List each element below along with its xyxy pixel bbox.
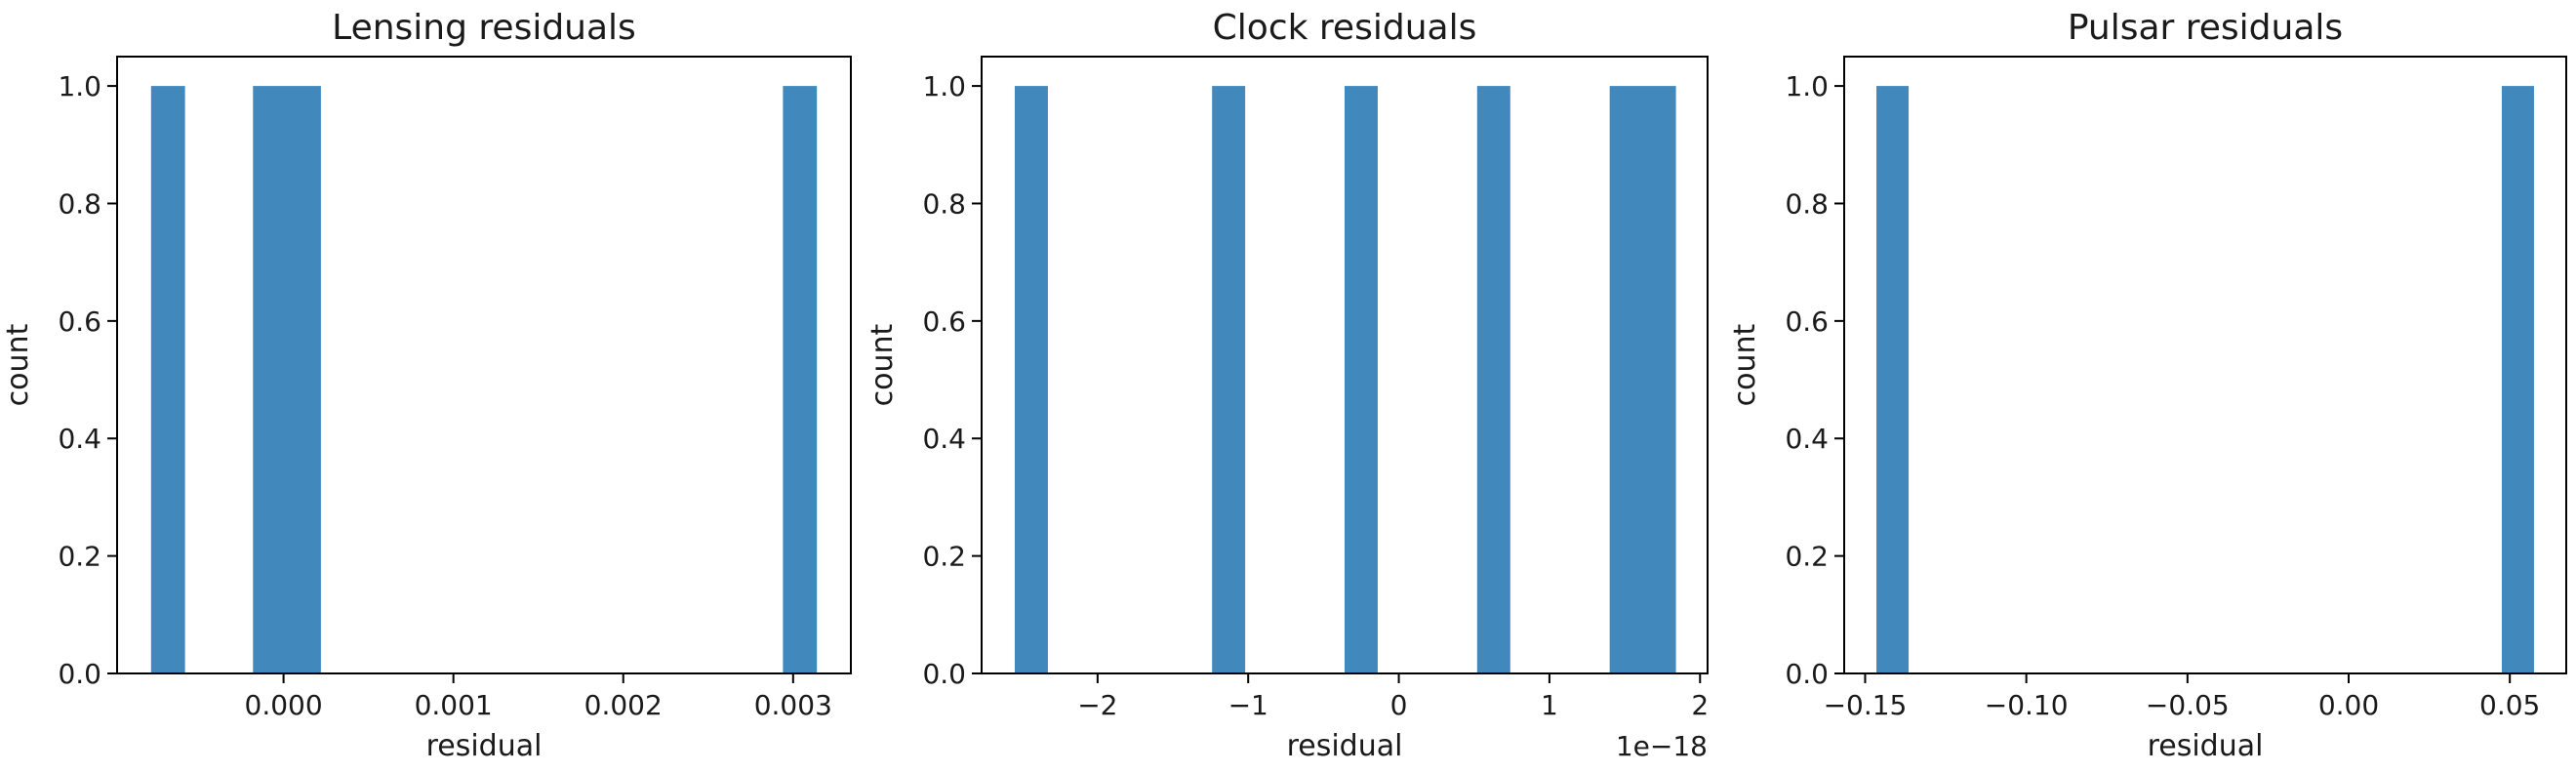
x-tick-label: −0.05 (2146, 689, 2230, 721)
axes-frame (981, 56, 1709, 674)
x-tick-label: −0.10 (1985, 689, 2069, 721)
y-tick-label: 0.8 (922, 187, 966, 220)
histogram-bar (1212, 86, 1246, 674)
x-tick-label: 1 (1541, 689, 1558, 721)
x-tick-label: 2 (1691, 689, 1709, 721)
x-tick-label: −0.15 (1824, 689, 1908, 721)
x-tick-label: −1 (1228, 689, 1268, 721)
y-tick-label: 1.0 (922, 70, 966, 102)
x-axis-label: residual (1287, 729, 1403, 763)
y-tick-label: 0.8 (58, 187, 101, 220)
chart-panel-3: 0.0 0.2 0.4 0.6 0.8 1.0 −0.15 −0.10 −0.05 0.00 0.0… (1728, 8, 2567, 763)
y-tick-label: 0.4 (58, 423, 101, 455)
y-axis-label: count (1, 323, 35, 406)
axes-frame (1843, 56, 2567, 674)
axes-frame (116, 56, 852, 674)
y-tick-label: 1.0 (1785, 70, 1829, 102)
histogram-bar (150, 86, 185, 674)
histogram-bar (1476, 86, 1510, 674)
histogram-bar (2501, 86, 2534, 674)
x-tick-label: 0.001 (415, 689, 493, 721)
histogram-bar (1345, 86, 1378, 674)
y-tick-label: 0.2 (58, 541, 101, 573)
x-tick-label: 0.05 (2479, 689, 2540, 721)
histogram-bar (1609, 86, 1676, 674)
y-tick-label: 1.0 (58, 70, 101, 102)
chart-title: Clock residuals (1213, 8, 1477, 48)
chart-title: Lensing residuals (332, 8, 636, 48)
histogram-bar (1014, 86, 1048, 674)
chart-panel-1: 0.0 0.2 0.4 0.6 0.8 1.0 0.000 0.001 0.002 0.003 Le… (1, 8, 852, 763)
y-tick-label: 0.8 (1785, 187, 1829, 220)
x-axis-label: residual (2148, 729, 2264, 763)
y-tick-label: 0.0 (58, 658, 101, 690)
x-axis-label: residual (426, 729, 543, 763)
x-tick-label: 0.002 (584, 689, 663, 721)
y-tick-label: 0.2 (922, 541, 966, 573)
x-offset-label: 1e−18 (1616, 730, 1708, 762)
histogram-bar (253, 86, 321, 674)
x-tick-label: −2 (1077, 689, 1117, 721)
y-tick-label: 0.6 (1785, 305, 1829, 338)
y-tick-label: 0.6 (922, 305, 966, 338)
y-axis-label: count (865, 323, 900, 406)
chart-panel-2: 0.0 0.2 0.4 0.6 0.8 1.0 −2 −1 0 1 2 1e−18 Clock resi… (865, 8, 1709, 763)
y-axis-label: count (1728, 323, 1762, 406)
x-tick-label: 0.00 (2318, 689, 2379, 721)
y-tick-label: 0.4 (1785, 423, 1829, 455)
histogram-bar (1876, 86, 1910, 674)
y-tick-label: 0.4 (922, 423, 966, 455)
y-tick-label: 0.0 (1785, 658, 1829, 690)
chart-title: Pulsar residuals (2068, 8, 2343, 48)
x-tick-label: 0.003 (754, 689, 832, 721)
histogram-bar (783, 86, 818, 674)
y-tick-label: 0.0 (922, 658, 966, 690)
x-tick-label: 0.000 (245, 689, 323, 721)
y-tick-label: 0.6 (58, 305, 101, 338)
x-tick-label: 0 (1390, 689, 1408, 721)
y-tick-label: 0.2 (1785, 541, 1829, 573)
